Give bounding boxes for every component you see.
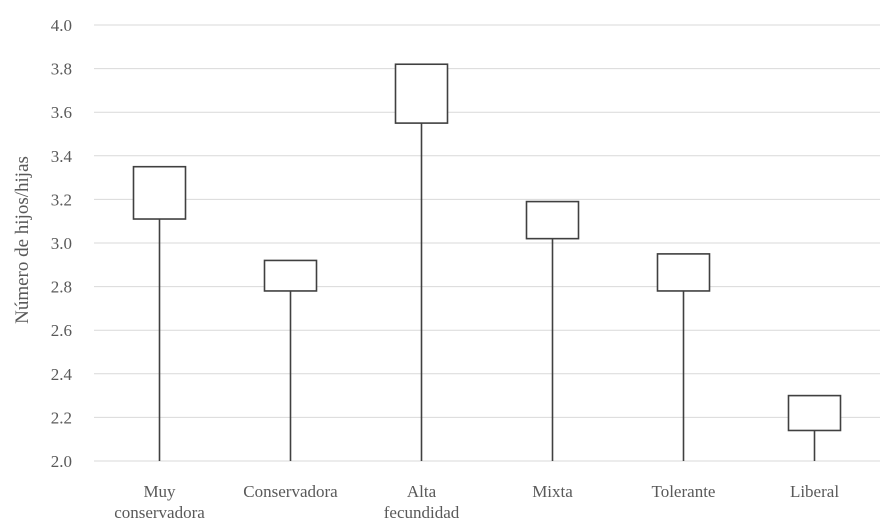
- box-group: [132, 165, 187, 461]
- box-mark: [525, 200, 580, 240]
- box-group: [656, 253, 711, 461]
- y-tick-label: 2.8: [51, 278, 72, 297]
- x-category-label: Conservadora: [243, 482, 338, 501]
- y-tick-label: 4.0: [51, 16, 72, 35]
- y-tick-label: 3.8: [51, 60, 72, 79]
- box-mark: [787, 394, 842, 432]
- box-group: [525, 200, 580, 461]
- x-category-label-line: Alta: [407, 482, 437, 501]
- box-mark: [656, 253, 711, 292]
- x-category-label: Liberal: [790, 482, 839, 501]
- y-tick-label: 2.0: [51, 452, 72, 471]
- y-tick-label: 3.2: [51, 190, 72, 209]
- x-axis-labels: Muy conservadora Conservadora Alta fecundida…: [114, 482, 839, 522]
- x-category-label: Mixta: [532, 482, 573, 501]
- y-tick-label: 2.6: [51, 321, 72, 340]
- x-category-label: Alta fecundidad: [384, 482, 460, 522]
- x-category-label-line: conservadora: [114, 503, 205, 522]
- box-mark: [263, 259, 318, 292]
- x-category-label-line: Mixta: [532, 482, 573, 501]
- x-category-label: Tolerante: [652, 482, 716, 501]
- x-category-label-line: Conservadora: [243, 482, 338, 501]
- x-category-label: Muy conservadora: [114, 482, 205, 522]
- x-category-label-line: fecundidad: [384, 503, 460, 522]
- y-axis-ticks: 2.0 2.2 2.4 2.6 2.8 3.0 3.2 3.4 3.6 3.8 4.0: [51, 16, 73, 471]
- box-mark: [132, 165, 187, 220]
- plot-marks: [132, 63, 842, 461]
- y-tick-label: 3.0: [51, 234, 72, 253]
- gridlines: [94, 24, 880, 462]
- y-tick-label: 2.4: [51, 365, 73, 384]
- x-category-label-line: Liberal: [790, 482, 839, 501]
- y-tick-label: 2.2: [51, 408, 72, 427]
- x-category-label-line: Muy: [143, 482, 176, 501]
- y-axis-title: Número de hijos/hijas: [12, 156, 33, 324]
- box-group: [394, 63, 449, 461]
- y-tick-label: 3.4: [51, 147, 73, 166]
- y-tick-label: 3.6: [51, 103, 72, 122]
- box-group: [787, 394, 842, 461]
- box-group: [263, 259, 318, 461]
- box-mark: [394, 63, 449, 124]
- x-category-label-line: Tolerante: [652, 482, 716, 501]
